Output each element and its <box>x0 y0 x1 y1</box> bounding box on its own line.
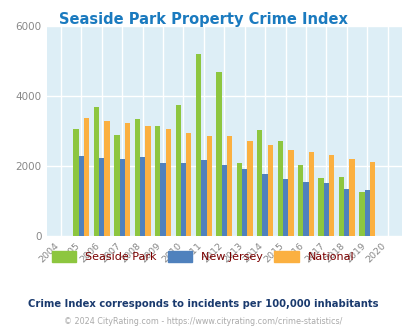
Bar <box>196 54 201 236</box>
Bar <box>318 178 323 236</box>
Bar <box>358 192 364 236</box>
Text: © 2024 CityRating.com - https://www.cityrating.com/crime-statistics/: © 2024 CityRating.com - https://www.city… <box>64 317 341 326</box>
Bar <box>349 159 354 236</box>
Bar <box>79 156 84 236</box>
Bar <box>94 107 99 236</box>
Bar <box>303 182 308 236</box>
Bar <box>236 163 241 236</box>
Bar <box>241 169 247 236</box>
Bar <box>323 182 328 236</box>
Bar <box>288 150 293 236</box>
Bar <box>175 105 180 236</box>
Bar <box>247 141 252 236</box>
Bar <box>125 123 130 236</box>
Bar <box>165 129 171 236</box>
Bar <box>180 163 185 236</box>
Bar <box>277 141 282 236</box>
Bar <box>308 152 313 236</box>
Bar <box>226 136 232 236</box>
Bar <box>364 190 369 236</box>
Bar <box>119 159 125 236</box>
Bar <box>216 72 221 236</box>
Bar <box>282 180 288 236</box>
Bar <box>160 163 165 236</box>
Bar <box>221 165 226 236</box>
Bar <box>262 175 267 236</box>
Text: Crime Index corresponds to incidents per 100,000 inhabitants: Crime Index corresponds to incidents per… <box>28 299 377 309</box>
Bar <box>206 136 211 236</box>
Bar <box>369 162 374 236</box>
Bar <box>201 160 206 236</box>
Bar <box>114 135 119 236</box>
Bar <box>256 130 262 236</box>
Legend: Seaside Park, New Jersey, National: Seaside Park, New Jersey, National <box>47 247 358 267</box>
Bar <box>155 126 160 236</box>
Bar <box>343 189 349 236</box>
Bar <box>134 119 140 236</box>
Bar <box>267 146 273 236</box>
Text: Seaside Park Property Crime Index: Seaside Park Property Crime Index <box>58 12 347 26</box>
Bar <box>338 177 343 236</box>
Bar <box>140 157 145 236</box>
Bar <box>99 158 104 236</box>
Bar <box>73 129 79 236</box>
Bar <box>84 118 89 236</box>
Bar <box>185 133 191 236</box>
Bar <box>297 165 303 236</box>
Bar <box>104 121 109 236</box>
Bar <box>328 155 334 236</box>
Bar <box>145 126 150 236</box>
